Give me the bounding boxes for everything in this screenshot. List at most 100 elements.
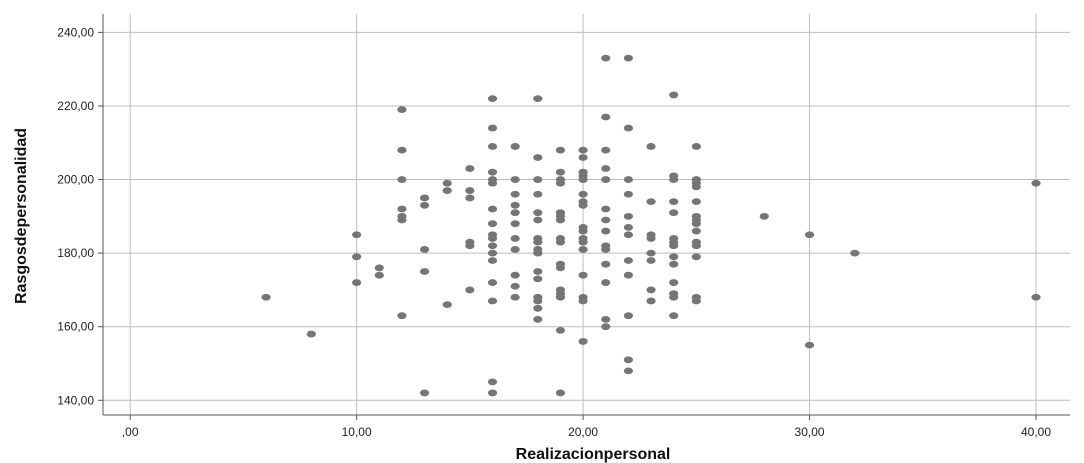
scatter-point — [646, 249, 656, 257]
scatter-point — [578, 146, 588, 154]
scatter-point — [646, 257, 656, 264]
scatter-point — [669, 253, 679, 261]
scatter-point — [510, 190, 520, 198]
scatter-point — [691, 198, 701, 206]
scatter-point — [397, 205, 407, 213]
scatter-point — [442, 179, 452, 187]
y-tick-label: 220,00 — [57, 99, 94, 113]
scatter-point — [487, 242, 498, 250]
scatter-point — [510, 143, 520, 150]
scatter-point — [442, 187, 452, 194]
scatter-point — [374, 271, 384, 279]
scatter-point — [419, 194, 430, 202]
scatter-point — [691, 183, 701, 191]
scatter-point — [623, 257, 633, 264]
scatter-point — [623, 176, 633, 183]
scatter-point — [669, 91, 679, 99]
x-tick-label: 40,00 — [1021, 425, 1051, 439]
scatter-point — [374, 264, 384, 272]
scatter-point — [578, 201, 588, 209]
scatter-point — [261, 293, 271, 301]
scatter-point — [533, 268, 543, 275]
y-tick-labels: 140,00 160,00 180,00 200,00 220,00 240,00 — [57, 25, 94, 407]
x-tick-labels: ,00 10,00 20,00 30,00 40,00 — [122, 425, 1052, 439]
scatter-point — [465, 242, 475, 250]
scatter-point — [510, 201, 520, 209]
scatter-point — [555, 238, 566, 246]
scatter-point — [510, 271, 520, 279]
scatter-point — [623, 124, 633, 132]
scatter-point — [510, 282, 520, 290]
scatter-point — [850, 249, 860, 257]
scatter-point — [623, 212, 633, 220]
scatter-point — [623, 367, 633, 375]
y-tick-label: 160,00 — [57, 320, 94, 334]
scatter-point — [397, 312, 407, 320]
scatter-point — [578, 154, 588, 161]
scatter-point — [487, 279, 498, 286]
scatter-point — [601, 54, 611, 62]
scatter-point — [533, 209, 543, 217]
scatter-point — [601, 205, 611, 213]
scatter-point — [578, 271, 588, 279]
scatter-point — [601, 279, 611, 286]
scatter-point — [397, 106, 407, 114]
scatter-point — [555, 216, 566, 224]
scatter-point — [533, 275, 543, 283]
scatter-point — [442, 301, 452, 309]
scatter-point — [623, 271, 633, 279]
scatter-point — [487, 297, 498, 305]
scatter-point — [601, 176, 611, 183]
scatter-point — [601, 227, 611, 235]
scatter-point — [646, 143, 656, 150]
scatter-point — [578, 246, 588, 253]
scatter-point — [487, 179, 498, 187]
scatter-point — [691, 297, 701, 305]
scatter-point — [487, 143, 498, 150]
scatter-point — [1031, 293, 1041, 301]
scatter-point — [487, 95, 498, 103]
scatter-point — [669, 312, 679, 320]
y-axis-title: Rasgosdepersonalidad — [13, 128, 30, 304]
scatter-point — [397, 146, 407, 154]
scatter-point — [601, 146, 611, 154]
scatter-point — [669, 198, 679, 206]
scatter-point — [510, 176, 520, 183]
scatter-point — [419, 246, 430, 253]
scatter-point — [352, 253, 362, 261]
x-tick-label: 20,00 — [568, 425, 598, 439]
scatter-point — [555, 146, 566, 154]
y-tick-label: 180,00 — [57, 246, 94, 260]
scatter-point — [510, 246, 520, 253]
scatter-point — [465, 194, 475, 202]
x-tick-label: 30,00 — [795, 425, 825, 439]
scatter-point — [669, 293, 679, 301]
scatter-point — [487, 220, 498, 228]
x-axis-title: Realizacionpersonal — [516, 446, 671, 463]
scatter-point — [555, 179, 566, 187]
scatter-point — [555, 293, 566, 301]
scatter-point — [487, 249, 498, 257]
grid-lines — [103, 14, 1070, 415]
scatter-point — [804, 341, 815, 349]
scatter-point — [623, 223, 633, 231]
scatter-point — [623, 231, 633, 239]
scatter-point — [510, 235, 520, 242]
scatter-point — [487, 235, 498, 242]
scatter-point — [623, 356, 633, 364]
scatter-point — [352, 279, 362, 286]
scatter-point — [397, 216, 407, 224]
scatter-point — [623, 190, 633, 198]
scatter-point — [487, 389, 498, 397]
scatter-point — [533, 95, 543, 103]
scatter-point — [533, 216, 543, 224]
scatter-point — [691, 253, 701, 261]
scatter-point — [465, 286, 475, 294]
scatter-point — [578, 176, 588, 183]
axes — [98, 14, 1070, 420]
scatter-point — [510, 209, 520, 217]
scatter-point — [487, 124, 498, 132]
scatter-point — [555, 389, 566, 397]
scatter-point — [578, 338, 588, 345]
